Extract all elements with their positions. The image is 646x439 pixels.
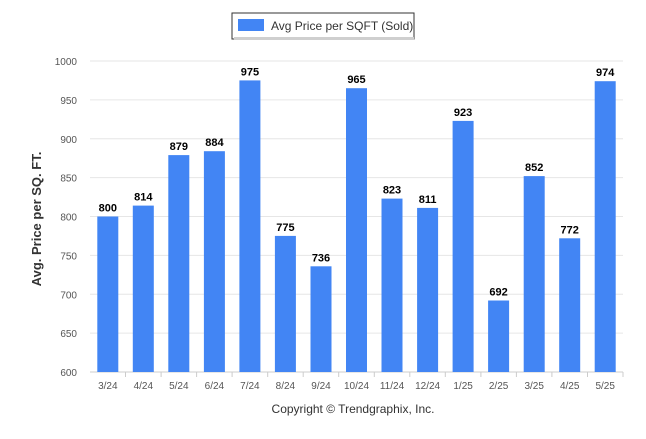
x-tick-label: 2/25	[489, 381, 509, 392]
data-label: 923	[454, 107, 472, 119]
x-tick-label: 9/24	[311, 381, 331, 392]
bar	[346, 88, 367, 372]
data-label: 974	[596, 67, 615, 79]
y-tick-label: 950	[60, 96, 77, 107]
y-tick-label: 900	[60, 135, 77, 146]
bar	[239, 80, 261, 373]
data-label: 879	[170, 141, 188, 153]
x-tick-label: 4/24	[134, 381, 154, 392]
x-tick-label: 8/24	[276, 381, 296, 392]
data-label: 772	[561, 224, 579, 236]
legend-shadow	[234, 37, 414, 40]
x-tick-label: 6/24	[205, 381, 225, 392]
y-tick-label: 700	[60, 290, 77, 301]
bar	[488, 300, 510, 372]
legend: Avg Price per SQFT (Sold)	[231, 12, 415, 40]
legend-swatch	[238, 19, 264, 31]
bar	[274, 235, 296, 372]
bar	[310, 266, 332, 372]
data-labels: 800 814 879 884 975 775 736 965 823 811 923 692 852 7…	[99, 66, 616, 298]
x-tick-label: 1/25	[453, 381, 473, 392]
x-tick-label: 5/25	[595, 381, 615, 392]
x-tick-label: 11/24	[380, 381, 405, 392]
y-tick-label: 600	[60, 368, 77, 379]
y-tick-label: 1000	[55, 57, 78, 68]
data-label: 975	[241, 66, 259, 78]
bar	[523, 176, 545, 372]
data-label: 775	[276, 222, 294, 234]
x-tick-label: 7/24	[240, 381, 260, 392]
bar	[381, 198, 403, 372]
data-label: 823	[383, 185, 401, 197]
x-tick-label: 5/24	[169, 381, 189, 392]
bars	[97, 80, 616, 373]
data-label: 800	[99, 203, 117, 215]
bar	[132, 205, 154, 372]
bar	[452, 120, 474, 373]
data-label: 811	[419, 194, 437, 206]
bar	[594, 81, 616, 372]
bar	[203, 151, 225, 372]
x-tick-label: 12/24	[415, 381, 440, 392]
y-tick-label: 800	[60, 213, 77, 224]
bar	[559, 238, 581, 372]
legend-label: Avg Price per SQFT (Sold)	[271, 19, 413, 33]
x-tick-label: 4/25	[560, 381, 580, 392]
data-label: 884	[205, 137, 224, 149]
data-label: 736	[312, 252, 330, 264]
data-label: 852	[525, 162, 543, 174]
data-label: 692	[489, 287, 507, 299]
data-label: 965	[347, 74, 365, 86]
y-tick-label: 850	[60, 174, 77, 185]
x-tick-label: 3/25	[524, 381, 544, 392]
bar	[97, 216, 119, 372]
bar	[417, 207, 439, 372]
y-tick-label: 650	[60, 329, 77, 340]
data-label: 814	[134, 192, 153, 204]
y-axis-title: Avg. Price per SQ. FT.	[29, 152, 44, 287]
y-tick-label: 750	[60, 251, 77, 262]
bar	[168, 155, 190, 372]
x-tick-label: 10/24	[344, 381, 369, 392]
copyright-text: Copyright © Trendgraphix, Inc.	[272, 402, 435, 416]
x-tick-label: 3/24	[98, 381, 118, 392]
